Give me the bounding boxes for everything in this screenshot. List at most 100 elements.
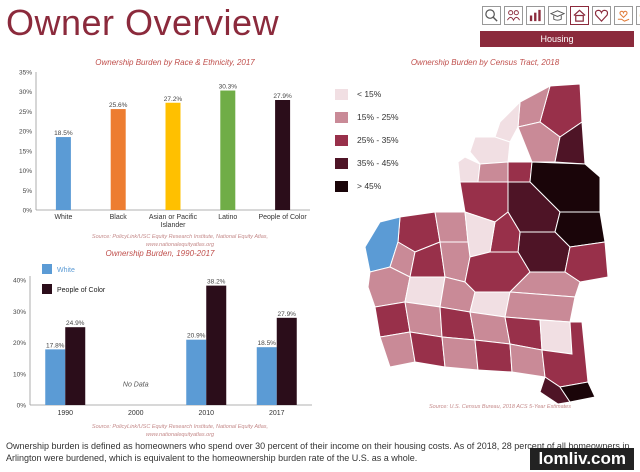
- bar-black: [110, 109, 126, 210]
- map-source: Source: U.S. Census Bureau, 2018 ACS 5-Y…: [429, 404, 571, 410]
- census-tract-map: [364, 83, 609, 405]
- data-label: 38.2%: [207, 279, 226, 286]
- tract: [374, 301, 411, 338]
- heart-hand-icon: [617, 10, 630, 22]
- tract: [409, 331, 446, 368]
- nav-safety[interactable]: [636, 6, 640, 25]
- map-legend-label: 25% - 35%: [357, 135, 399, 145]
- tract: [539, 376, 571, 405]
- y-tick-label: 30%: [19, 89, 32, 96]
- chart1-source-line1: Source: PolicyLink/USC Equity Research I…: [91, 234, 269, 240]
- map-legend-label: 35% - 45%: [357, 158, 399, 168]
- chart2-source: Source: PolicyLink/USC Equity Research I…: [40, 423, 320, 439]
- chart2-source-line2: www.nationalequityatlas.org: [145, 432, 215, 438]
- bar-white-2010: [186, 339, 207, 405]
- data-label: 30.3%: [219, 84, 238, 91]
- bar-people-of-color: [275, 99, 291, 210]
- chart-icon: [529, 9, 541, 22]
- category-label: 2010: [198, 410, 214, 417]
- top-nav: [482, 6, 640, 25]
- bar-asian-or-pacific-islander: [165, 102, 181, 210]
- nav-community[interactable]: [614, 6, 633, 25]
- data-label: 20.9%: [187, 333, 206, 340]
- legend-swatch: [42, 264, 52, 274]
- tract: [469, 136, 511, 165]
- nav-people[interactable]: [504, 6, 523, 25]
- tract: [439, 241, 471, 283]
- bar-poc-2017: [276, 317, 297, 405]
- y-tick-label: 20%: [19, 129, 32, 136]
- map-legend-item: 15% - 25%: [335, 111, 399, 123]
- map-legend-swatch: [335, 88, 348, 100]
- y-tick-label: 10%: [13, 371, 26, 378]
- bar-latino: [220, 90, 236, 210]
- chart2-svg: 0% 10% 20% 30% 40% White People of Color 1990 17…: [13, 264, 312, 417]
- data-label: 27.9%: [278, 311, 297, 318]
- map-legend-item: 35% - 45%: [335, 157, 399, 169]
- category-label: Islander: [161, 222, 187, 229]
- map-legend-swatch: [335, 157, 348, 169]
- legend-swatch: [42, 284, 52, 294]
- tract: [494, 100, 521, 143]
- map-legend-label: 15% - 25%: [357, 112, 399, 122]
- map-legend-item: 25% - 35%: [335, 134, 399, 146]
- category-label: White: [54, 214, 72, 221]
- map-title: Ownership Burden by Census Tract, 2018: [410, 58, 560, 67]
- chart2-source-line1: Source: PolicyLink/USC Equity Research I…: [91, 424, 269, 430]
- search-icon: [485, 9, 498, 22]
- data-label: 18.5%: [54, 130, 73, 137]
- education-icon: [550, 10, 565, 21]
- category-label: Black: [110, 214, 128, 221]
- y-tick-label: 5%: [23, 188, 33, 195]
- category-label: 1990: [57, 410, 73, 417]
- house-icon: [573, 9, 586, 22]
- y-tick-label: 20%: [13, 340, 26, 347]
- tract: [477, 161, 509, 183]
- watermark: lomliv.com: [530, 448, 634, 470]
- nav-health[interactable]: [592, 6, 611, 25]
- tract: [539, 319, 573, 355]
- tract: [379, 331, 416, 368]
- y-tick-label: 10%: [19, 168, 32, 175]
- y-tick-label: 40%: [13, 278, 26, 285]
- bar-poc-2010: [206, 285, 227, 405]
- tract: [469, 311, 511, 345]
- tract: [441, 336, 479, 371]
- category-label: 2017: [269, 410, 285, 417]
- bar-poc-1990: [65, 327, 86, 405]
- category-label: 2000: [128, 410, 144, 417]
- y-tick-label: 35%: [19, 70, 32, 77]
- nav-search[interactable]: [482, 6, 501, 25]
- heart-icon: [594, 9, 609, 22]
- chart1-source: Source: PolicyLink/USC Equity Research I…: [40, 233, 320, 249]
- nav-housing[interactable]: [570, 6, 589, 25]
- y-tick-label: 30%: [13, 309, 26, 316]
- tract: [474, 339, 513, 373]
- no-data-label: No Data: [123, 381, 149, 388]
- map-legend-swatch: [335, 111, 348, 123]
- data-label: 27.9%: [273, 93, 292, 100]
- tract: [564, 241, 609, 283]
- y-tick-label: 15%: [19, 148, 32, 155]
- tract: [508, 271, 581, 298]
- bar-white-2017: [256, 347, 277, 405]
- map-legend-item: > 45%: [335, 180, 399, 192]
- map-legend-label: < 15%: [357, 89, 382, 99]
- y-tick-label: 25%: [19, 109, 32, 116]
- map-legend-item: < 15%: [335, 88, 399, 100]
- people-icon: [507, 10, 520, 22]
- y-tick-label: 0%: [23, 208, 33, 215]
- nav-education[interactable]: [548, 6, 567, 25]
- data-label: 27.2%: [164, 96, 183, 103]
- bar-white: [55, 137, 71, 210]
- map-legend-swatch: [335, 134, 348, 146]
- map-legend-swatch: [335, 180, 348, 192]
- y-tick-label: 0%: [17, 403, 27, 410]
- chart2-title: Ownership Burden, 1990-2017: [105, 249, 215, 258]
- nav-economy[interactable]: [526, 6, 545, 25]
- bar-white-1990: [45, 349, 66, 405]
- data-label: 18.5%: [258, 340, 277, 347]
- tract: [559, 381, 596, 403]
- legend-label: People of Color: [57, 287, 106, 294]
- data-label: 25.6%: [109, 102, 128, 109]
